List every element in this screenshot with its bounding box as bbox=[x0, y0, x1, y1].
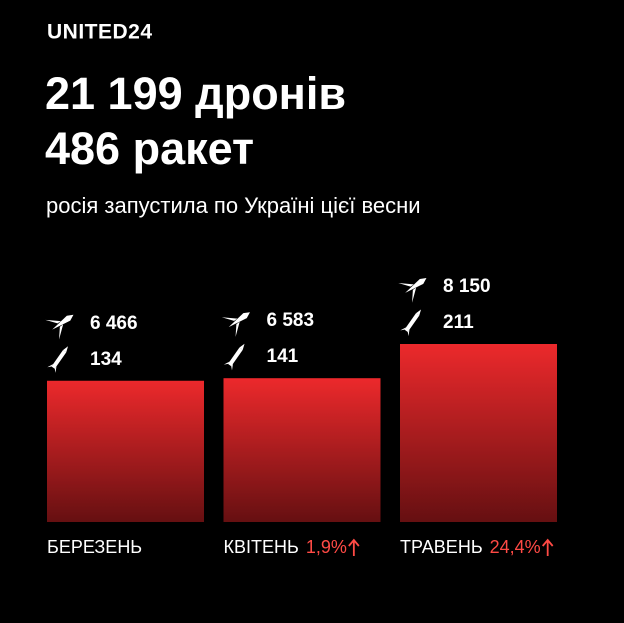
change-label: 24,4% bbox=[490, 537, 541, 557]
missile-icon bbox=[47, 346, 69, 373]
bar-tint bbox=[223, 378, 381, 522]
icon-shape bbox=[400, 309, 422, 337]
category-label: КВІТЕНЬ bbox=[224, 537, 299, 557]
icon-shape bbox=[404, 313, 420, 332]
missile-icon bbox=[400, 309, 422, 337]
drone-icon bbox=[221, 312, 250, 337]
category-label: ТРАВЕНЬ bbox=[400, 537, 483, 557]
logo: UNITED24 bbox=[47, 21, 153, 44]
icon-shape bbox=[405, 277, 427, 293]
change-arrow bbox=[348, 538, 360, 556]
icon-shape bbox=[228, 312, 250, 328]
title-line: 486 ракет bbox=[45, 123, 254, 174]
subtitle: росія запустила по Україні цієї весни bbox=[46, 193, 421, 218]
icon-shape bbox=[52, 314, 74, 330]
drone-value: 6 466 bbox=[90, 313, 138, 334]
missile-icon bbox=[223, 343, 245, 371]
drone-value: 6 583 bbox=[267, 310, 315, 331]
missile-value: 141 bbox=[267, 346, 299, 367]
change-arrow bbox=[541, 538, 554, 556]
category-label: БЕРЕЗЕНЬ bbox=[47, 537, 142, 557]
missile-value: 211 bbox=[443, 312, 474, 333]
icon-shape bbox=[47, 346, 69, 373]
bar bbox=[223, 378, 381, 522]
drone-icon bbox=[398, 277, 427, 303]
change-label: 1,9% bbox=[306, 537, 347, 557]
icon-shape bbox=[51, 350, 67, 369]
icon-shape bbox=[227, 347, 243, 367]
drone-value: 8 150 bbox=[443, 276, 491, 297]
bar-tint bbox=[47, 380, 204, 522]
drone-icon bbox=[45, 314, 74, 340]
bar-tint bbox=[400, 344, 557, 522]
title-line: 21 199 дронів bbox=[45, 68, 346, 119]
missile-value: 134 bbox=[90, 349, 122, 370]
bar bbox=[400, 344, 557, 522]
bar bbox=[47, 380, 204, 522]
icon-shape bbox=[223, 343, 245, 371]
